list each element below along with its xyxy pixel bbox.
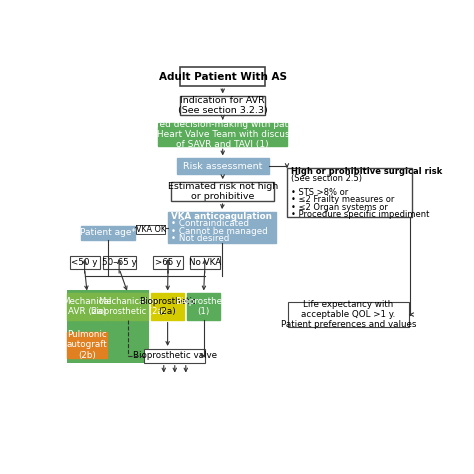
Text: Bioprosthetic valve: Bioprosthetic valve bbox=[133, 351, 217, 360]
Text: • Not desired: • Not desired bbox=[171, 234, 230, 243]
Text: • Contraindicated: • Contraindicated bbox=[171, 219, 249, 228]
Text: Patient age*: Patient age* bbox=[80, 228, 136, 237]
Text: Shared decision-making with patient
and Heart Valve Team with discussion
of SAVR: Shared decision-making with patient and … bbox=[137, 119, 308, 149]
FancyBboxPatch shape bbox=[288, 302, 409, 327]
Text: Risk assessment: Risk assessment bbox=[183, 162, 263, 171]
Text: High or prohibitive surgical risk: High or prohibitive surgical risk bbox=[291, 167, 442, 176]
Text: Pulmonic
autograft
(2b): Pulmonic autograft (2b) bbox=[67, 330, 108, 360]
Text: • ≤2 Organ systems or: • ≤2 Organ systems or bbox=[291, 203, 388, 212]
FancyBboxPatch shape bbox=[67, 332, 107, 358]
Text: Bioprosthetic
(1): Bioprosthetic (1) bbox=[175, 297, 232, 316]
FancyBboxPatch shape bbox=[145, 349, 205, 363]
Text: Adult Patient With AS: Adult Patient With AS bbox=[159, 72, 287, 82]
FancyBboxPatch shape bbox=[287, 168, 412, 218]
FancyBboxPatch shape bbox=[171, 182, 274, 201]
Text: No VKA: No VKA bbox=[189, 258, 221, 267]
FancyBboxPatch shape bbox=[181, 67, 265, 86]
Text: <50 y: <50 y bbox=[72, 258, 98, 267]
Text: Life expectancy with
acceptable QOL >1 y.
Patient preferences and values: Life expectancy with acceptable QOL >1 y… bbox=[281, 300, 416, 329]
FancyBboxPatch shape bbox=[70, 256, 100, 269]
Text: • ≤2 Frailty measures or: • ≤2 Frailty measures or bbox=[291, 195, 394, 204]
FancyBboxPatch shape bbox=[82, 226, 135, 240]
FancyBboxPatch shape bbox=[151, 293, 184, 319]
Text: Indication for AVR
(See section 3.2.3): Indication for AVR (See section 3.2.3) bbox=[178, 96, 268, 116]
FancyBboxPatch shape bbox=[108, 293, 148, 319]
FancyBboxPatch shape bbox=[177, 158, 269, 173]
Text: VKA anticoagulation: VKA anticoagulation bbox=[171, 212, 272, 221]
Text: 50–65 y: 50–65 y bbox=[102, 258, 137, 267]
Text: • Cannot be managed: • Cannot be managed bbox=[171, 227, 268, 236]
FancyBboxPatch shape bbox=[102, 256, 136, 269]
FancyBboxPatch shape bbox=[181, 96, 265, 115]
Text: SAVR: SAVR bbox=[91, 283, 118, 292]
Text: (See section 2.5): (See section 2.5) bbox=[291, 174, 362, 183]
FancyBboxPatch shape bbox=[67, 293, 107, 319]
FancyBboxPatch shape bbox=[66, 291, 149, 364]
Text: >65 y: >65 y bbox=[155, 258, 181, 267]
Text: • Procedure specific impediment: • Procedure specific impediment bbox=[291, 210, 429, 219]
FancyBboxPatch shape bbox=[187, 293, 220, 319]
Text: Estimated risk not high
or prohibitive: Estimated risk not high or prohibitive bbox=[168, 182, 278, 201]
Text: Mechanical
AVR (2a): Mechanical AVR (2a) bbox=[63, 297, 112, 316]
FancyBboxPatch shape bbox=[137, 225, 165, 234]
Text: Mechanical or
bioprosthetic (2a): Mechanical or bioprosthetic (2a) bbox=[91, 297, 165, 316]
FancyBboxPatch shape bbox=[153, 256, 183, 269]
FancyBboxPatch shape bbox=[190, 256, 220, 269]
Text: Bioprosthetic
(2a): Bioprosthetic (2a) bbox=[139, 297, 197, 316]
FancyBboxPatch shape bbox=[158, 123, 287, 146]
FancyBboxPatch shape bbox=[168, 212, 276, 243]
Text: VKA OK: VKA OK bbox=[136, 225, 166, 234]
Text: • STS >8% or: • STS >8% or bbox=[291, 188, 348, 197]
